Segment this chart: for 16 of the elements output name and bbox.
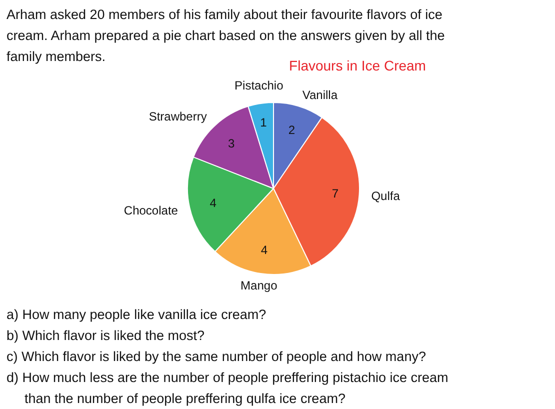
text: a) How many people like vanilla ice cream? [6, 307, 266, 322]
data-label: 4 [260, 243, 268, 258]
text: c) Which flavor is liked by the same number of people and how many? [6, 349, 426, 364]
text: b) Which flavor is liked the most? [6, 328, 205, 343]
data-label: 7 [332, 186, 339, 201]
slice-label: Chocolate [124, 203, 178, 218]
data-label: 4 [210, 196, 217, 210]
text: d) How much less are the number of people preffering pistachio ice cream than the number of people preffering qulfa ice cream? [6, 370, 448, 406]
data-label: 1 [260, 116, 268, 130]
slice-label: Mango [240, 278, 278, 292]
slice-label: Pistachio [234, 78, 284, 93]
slice-label: Strawberry [148, 110, 207, 124]
data-label: 3 [228, 136, 236, 151]
data-label: 2 [288, 122, 296, 137]
slice-label: Vanilla [302, 88, 338, 102]
slice-label: Qulfa [371, 188, 400, 203]
